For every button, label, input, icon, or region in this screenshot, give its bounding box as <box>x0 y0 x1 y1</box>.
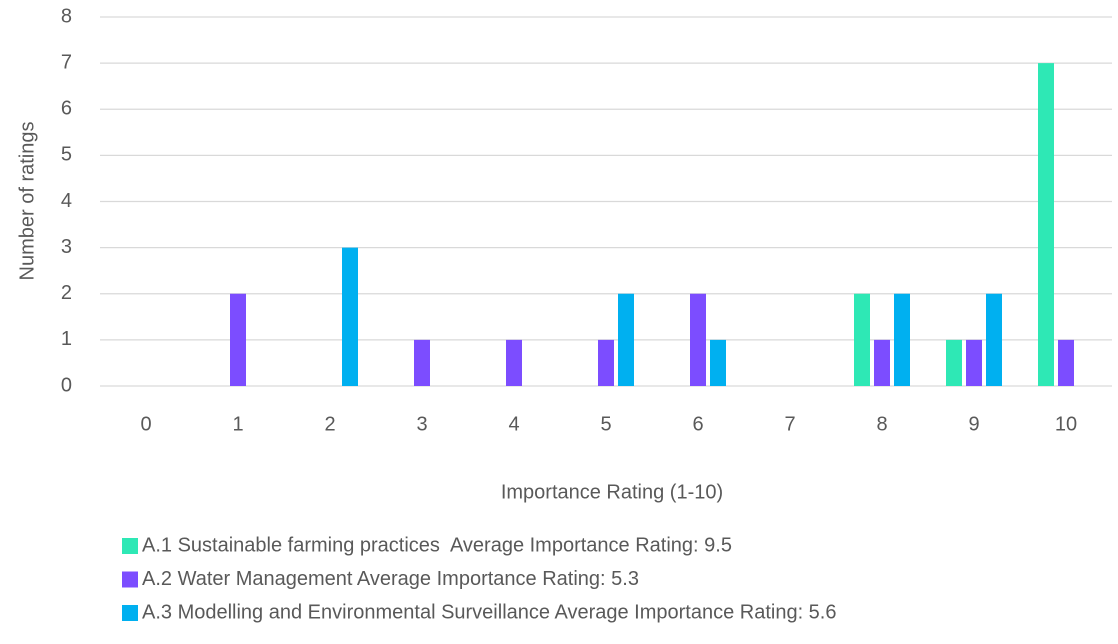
y-tick-label: 8 <box>61 5 72 27</box>
x-tick-label: 6 <box>692 413 703 435</box>
x-axis-label: Importance Rating (1-10) <box>501 481 723 503</box>
legend-swatch <box>122 605 138 621</box>
y-tick-label: 7 <box>61 51 72 73</box>
x-tick-label: 3 <box>416 413 427 435</box>
bar <box>1058 339 1074 386</box>
bar <box>690 293 706 386</box>
legend-label: A.2 Water Management Average Importance … <box>142 568 639 590</box>
y-tick-label: 6 <box>61 98 72 120</box>
bar <box>710 339 726 386</box>
x-tick-label: 7 <box>784 413 795 435</box>
y-tick-label: 3 <box>61 236 72 258</box>
y-tick-label: 4 <box>61 190 72 212</box>
x-tick-label: 9 <box>968 413 979 435</box>
bar <box>506 339 522 386</box>
legend-label: A.3 Modelling and Environmental Surveill… <box>142 601 836 623</box>
x-tick-label: 1 <box>232 413 243 435</box>
bar <box>1038 63 1054 386</box>
x-tick-label: 0 <box>140 413 151 435</box>
y-tick-label: 0 <box>61 374 72 396</box>
bar <box>854 293 870 386</box>
x-tick-label: 4 <box>508 413 519 435</box>
legend-swatch <box>122 571 138 588</box>
bar <box>598 339 614 386</box>
bar <box>230 293 246 386</box>
bar <box>986 293 1002 386</box>
bar <box>946 339 962 386</box>
bar <box>894 293 910 386</box>
bar <box>966 339 982 386</box>
x-tick-label: 2 <box>324 413 335 435</box>
legend-swatch <box>122 538 138 554</box>
x-tick-label: 10 <box>1055 413 1077 435</box>
y-tick-label: 2 <box>61 282 72 304</box>
x-tick-label: 5 <box>600 413 611 435</box>
bar <box>414 339 430 386</box>
x-tick-label: 8 <box>876 413 887 435</box>
bar <box>874 339 890 386</box>
legend-label: A.1 Sustainable farming practices Averag… <box>142 534 732 556</box>
y-tick-label: 1 <box>61 328 72 350</box>
bar <box>618 293 634 386</box>
bar <box>342 247 358 386</box>
y-axis-label: Number of ratings <box>16 122 38 281</box>
y-tick-label: 5 <box>61 144 72 166</box>
